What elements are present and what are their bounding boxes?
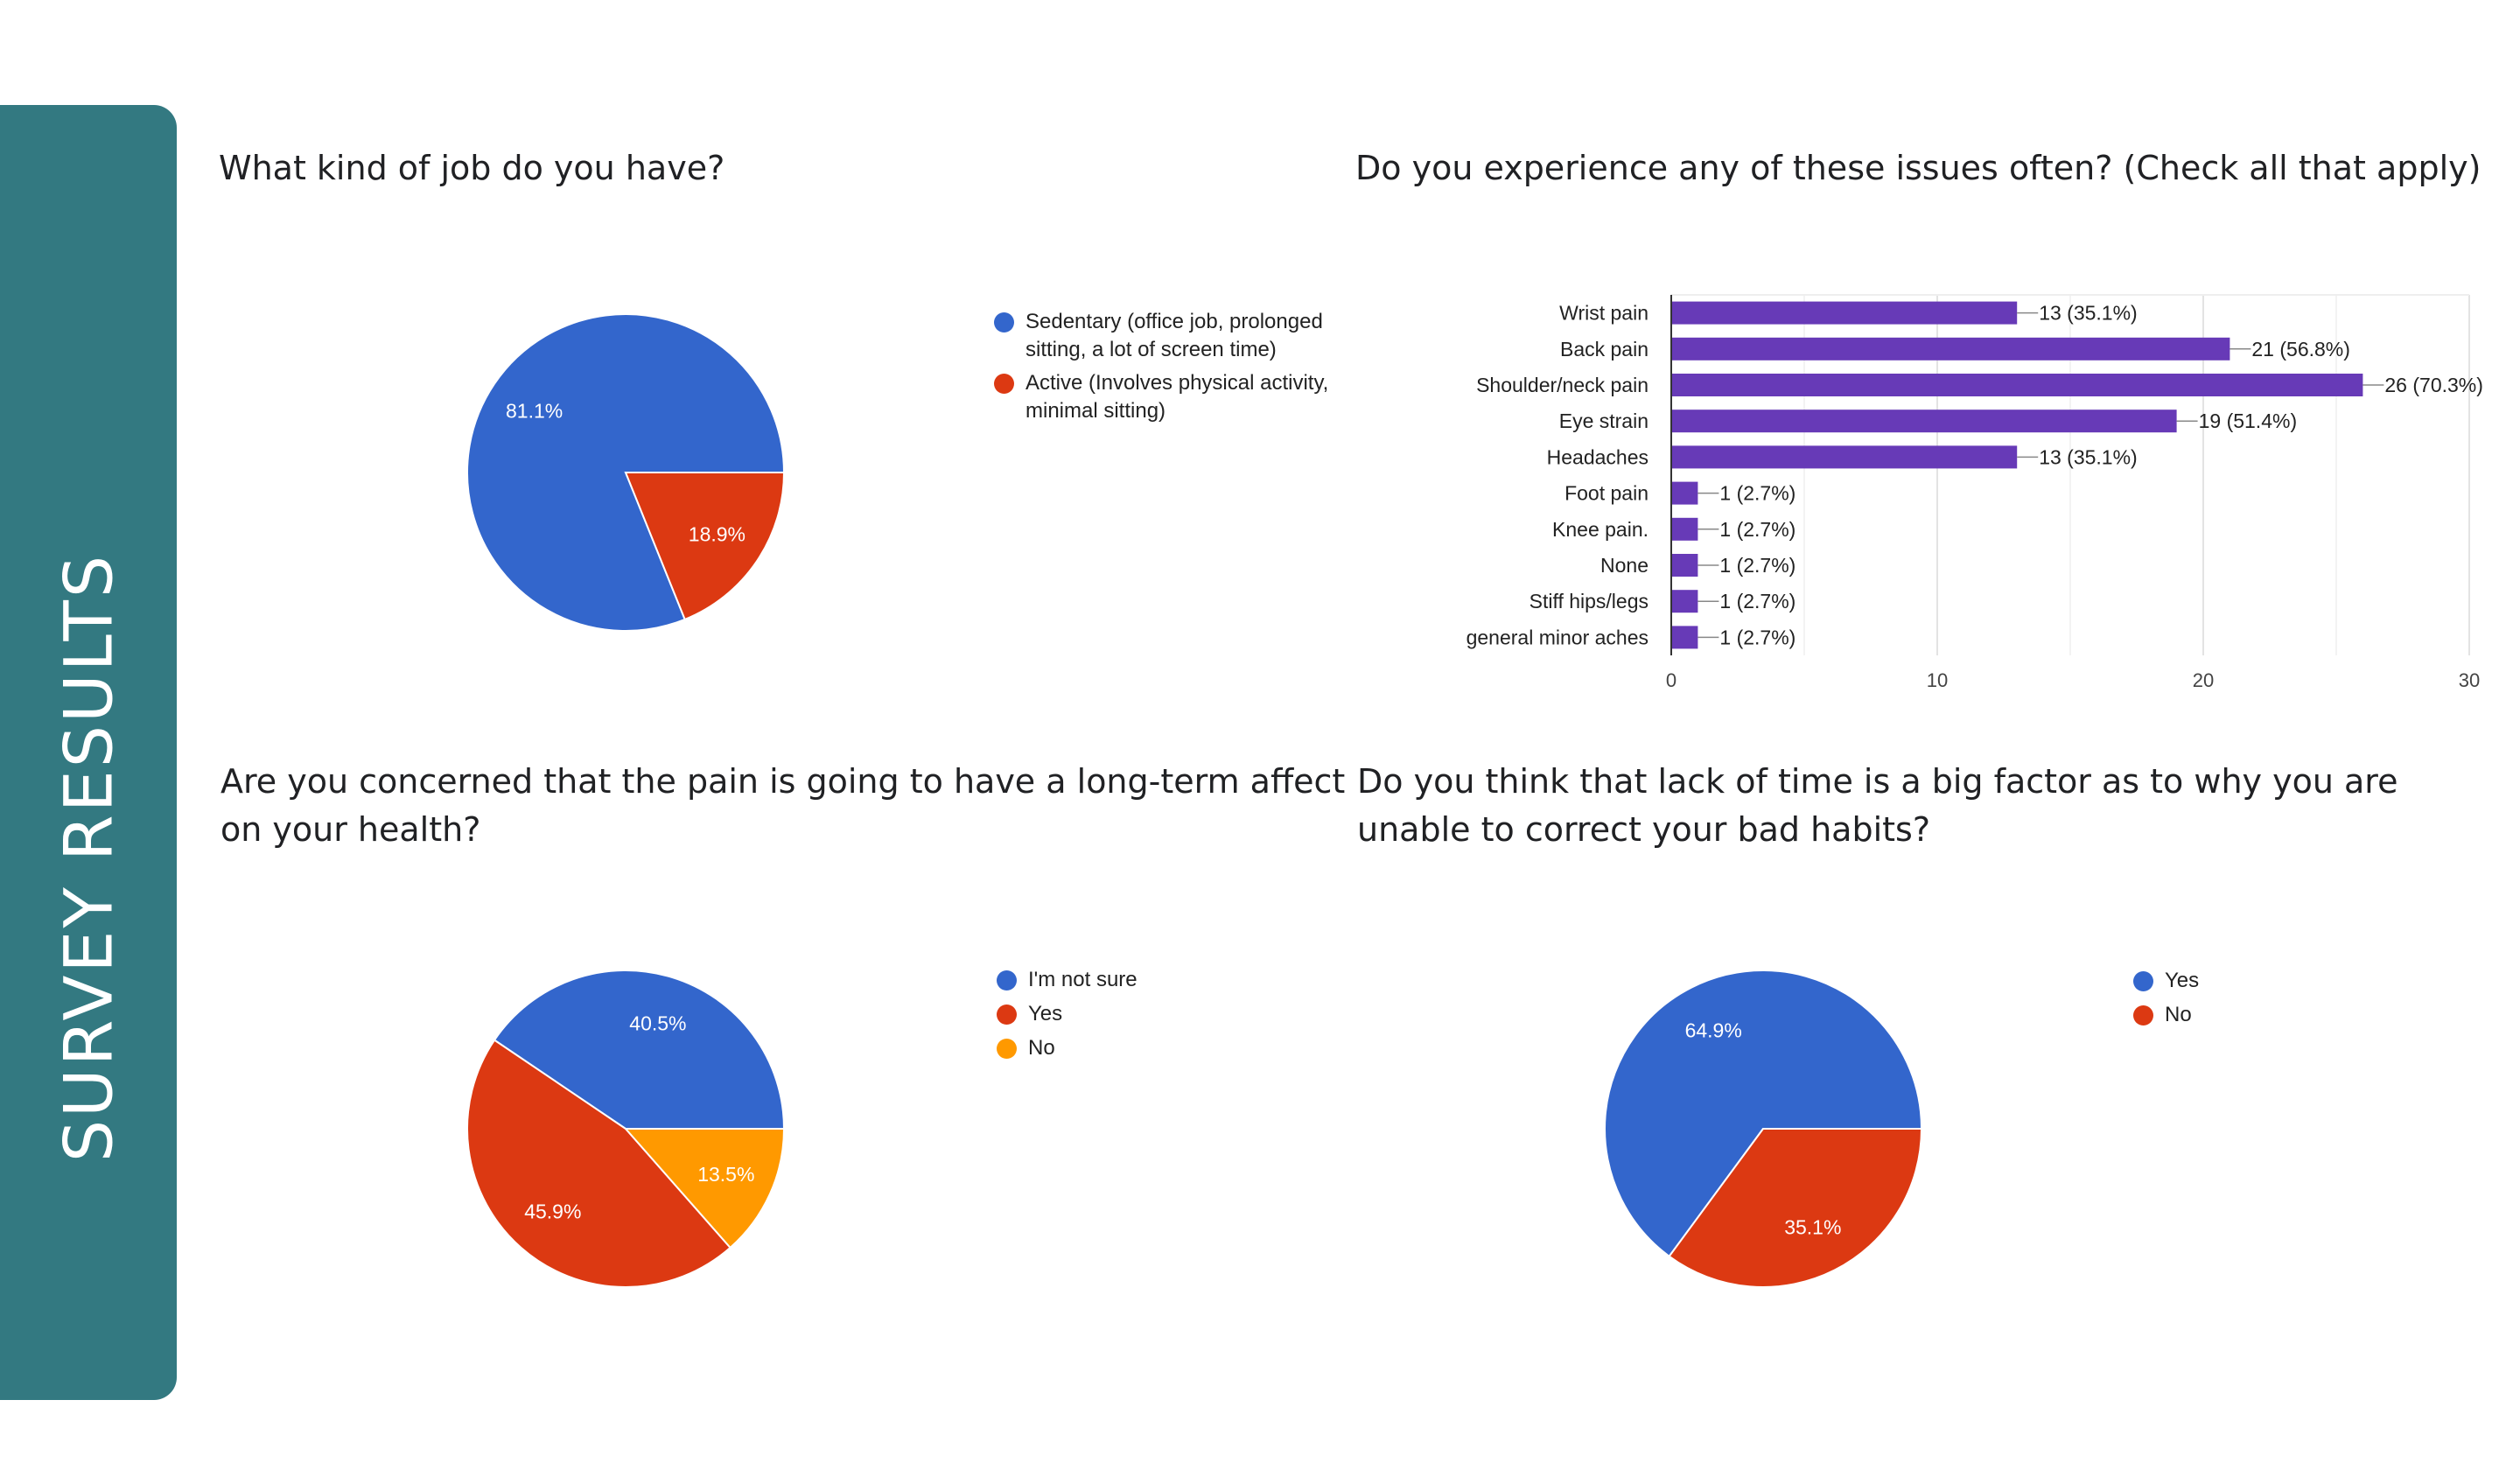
q4-title: Do you think that lack of time is a big … xyxy=(1357,762,2398,849)
pie-slice-label-0: 81.1% xyxy=(506,400,563,423)
legend-label: No xyxy=(1028,1036,1055,1060)
bar-value-label: 1 (2.7%) xyxy=(1719,518,1796,541)
pie-slice-label-1: 18.9% xyxy=(689,523,746,546)
bar-category-label: Back pain xyxy=(1560,338,1648,360)
bar-category-label: Shoulder/neck pain xyxy=(1476,374,1648,396)
pie-slice-1 xyxy=(466,1039,732,1288)
bar-value-label: 13 (35.1%) xyxy=(2039,302,2138,325)
legend-item: No xyxy=(997,1034,1259,1062)
legend-swatch xyxy=(997,970,1017,990)
bar xyxy=(1671,626,1698,649)
bar-category-label: Headaches xyxy=(1547,445,1648,468)
pie-slice-0 xyxy=(493,969,786,1130)
bar-value-label: 1 (2.7%) xyxy=(1719,626,1796,648)
bar-category-label: Wrist pain xyxy=(1559,302,1648,325)
bar-category-label: Foot pain xyxy=(1564,482,1648,505)
pie-slice-1 xyxy=(624,472,786,621)
legend-swatch xyxy=(994,312,1014,332)
pie-slice-0 xyxy=(1604,970,1923,1258)
bar-category-label: Knee pain. xyxy=(1552,518,1648,541)
legend-swatch xyxy=(997,1004,1017,1025)
pie-slice-label-2: 13.5% xyxy=(697,1163,754,1186)
legend-label: Active (Involves physical activity, mini… xyxy=(1026,371,1329,423)
bar xyxy=(1671,374,2363,396)
sidebar-title: SURVEY RESULTS xyxy=(49,552,128,1163)
pie-slice-2 xyxy=(623,1128,786,1250)
legend-label: Yes xyxy=(1028,1002,1063,1026)
x-tick-label: 0 xyxy=(1666,669,1676,691)
legend-label: No xyxy=(2165,1003,2192,1026)
pie-slice-label-1: 35.1% xyxy=(1784,1215,1841,1238)
pie-chart-long-term-concern: 40.5% 45.9% 13.5% xyxy=(466,969,786,1288)
x-tick-label: 20 xyxy=(2193,669,2214,691)
legend-swatch xyxy=(997,1039,1017,1059)
legend-item: Sedentary (office job, prolonged sitting… xyxy=(994,308,1362,364)
legend-item: Yes xyxy=(2133,967,2396,995)
legend-swatch xyxy=(2133,971,2153,991)
q1-title: What kind of job do you have? xyxy=(219,149,725,187)
bar xyxy=(1671,517,1698,541)
bar xyxy=(1671,445,2018,469)
bar-category-label: Stiff hips/legs xyxy=(1530,590,1648,612)
bar-category-label: None xyxy=(1600,554,1648,577)
x-tick-label: 10 xyxy=(1927,669,1948,691)
bar-value-label: 1 (2.7%) xyxy=(1719,554,1796,577)
pie-slice-label-0: 40.5% xyxy=(629,1012,686,1035)
bar-value-label: 1 (2.7%) xyxy=(1719,482,1796,505)
legend-label: Yes xyxy=(2165,969,2200,992)
bar xyxy=(1671,410,2177,433)
legend-lack-of-time: Yes No xyxy=(2133,967,2396,1035)
pie-slice-label-1: 45.9% xyxy=(524,1200,581,1223)
q2-title: Do you experience any of these issues of… xyxy=(1355,149,2482,187)
pie-chart-job-type: 81.1% 18.9% xyxy=(466,313,786,632)
bar xyxy=(1671,481,1698,505)
q3-title: Are you concerned that the pain is going… xyxy=(220,762,1346,849)
bar-value-label: 13 (35.1%) xyxy=(2039,445,2138,468)
bar-value-label: 26 (70.3%) xyxy=(2384,374,2483,396)
bar xyxy=(1671,590,1698,613)
legend-swatch xyxy=(994,374,1014,394)
bar xyxy=(1671,554,1698,577)
bar xyxy=(1671,337,2230,360)
legend-label: Sedentary (office job, prolonged sitting… xyxy=(1026,310,1323,361)
legend-swatch xyxy=(2133,1005,2153,1026)
bar-category-label: Eye strain xyxy=(1559,410,1648,432)
legend-item: I'm not sure xyxy=(997,966,1259,994)
sidebar-panel: SURVEY RESULTS xyxy=(0,105,177,1400)
legend-item: No xyxy=(2133,1001,2396,1029)
bar-value-label: 1 (2.7%) xyxy=(1719,590,1796,612)
bar-category-label: general minor aches xyxy=(1466,626,1648,648)
pie-chart-lack-of-time: 64.9% 35.1% xyxy=(1604,970,1923,1288)
legend-label: I'm not sure xyxy=(1028,968,1138,991)
bar-chart-issues: 0 10 20 30 Wrist pain 13 (35.1%) Back pain 21 (… xyxy=(1466,294,2483,691)
legend-item: Active (Involves physical activity, mini… xyxy=(994,369,1362,425)
pie-slice-label-0: 64.9% xyxy=(1685,1019,1742,1042)
legend-job-type: Sedentary (office job, prolonged sitting… xyxy=(994,308,1362,430)
pie-slice-1 xyxy=(1668,1128,1923,1288)
bar xyxy=(1671,301,2018,325)
x-tick-label: 30 xyxy=(2459,669,2480,691)
bar-value-label: 19 (51.4%) xyxy=(2199,410,2298,432)
bar-value-label: 21 (56.8%) xyxy=(2251,338,2350,360)
legend-item: Yes xyxy=(997,1000,1259,1028)
legend-long-term-concern: I'm not sure Yes No xyxy=(997,966,1259,1068)
